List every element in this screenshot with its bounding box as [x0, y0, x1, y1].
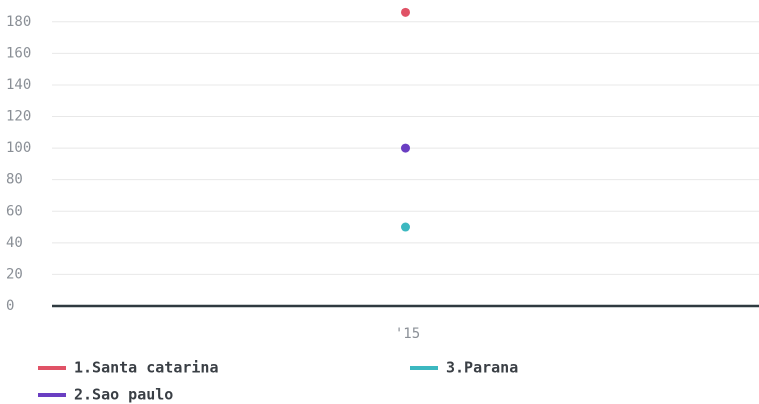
x-tick-label: '15 [395, 326, 420, 342]
point [401, 143, 410, 153]
y-tick-label: 140 [6, 77, 31, 93]
point [401, 222, 410, 232]
y-tick-label: 100 [6, 140, 31, 156]
point [401, 7, 410, 17]
y-tick-label: 20 [6, 266, 23, 282]
y-tick-label: 60 [6, 203, 23, 219]
legend-label: 1.Santa catarina [74, 359, 219, 377]
y-tick-label: 0 [6, 298, 14, 314]
y-tick-label: 160 [6, 45, 31, 61]
y-tick-label: 180 [6, 14, 31, 30]
y-tick-label: 40 [6, 235, 23, 251]
legend-label: 2.Sao paulo [74, 386, 173, 404]
y-tick-label: 80 [6, 172, 23, 188]
y-tick-label: 120 [6, 109, 31, 125]
legend-label: 3.Parana [446, 359, 518, 377]
